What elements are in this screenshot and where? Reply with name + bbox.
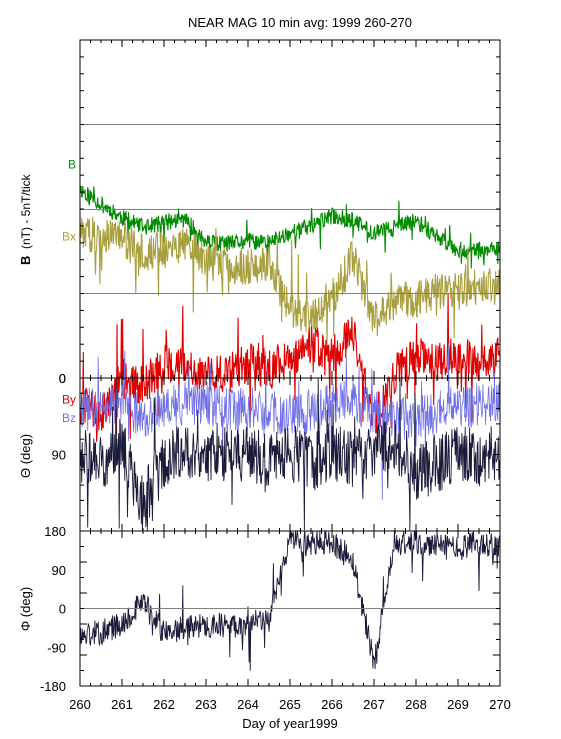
- series-by-label: By: [62, 392, 76, 406]
- phi-panel: 180 90 0 -90 -180 Φ (deg): [18, 524, 501, 694]
- series-b-label: B: [68, 158, 76, 172]
- x-tick-label-262: 262: [153, 697, 175, 712]
- top-ytick-0: 0: [59, 371, 66, 386]
- x-tick-label-267: 267: [363, 697, 385, 712]
- series-labels-group: B Bx By Bz: [62, 158, 76, 425]
- x-tick-label-261: 261: [111, 697, 133, 712]
- x-tick-labels: 260 261 262 263 264 265 266 267 268 269 270: [69, 697, 511, 712]
- theta-line: [79, 377, 501, 532]
- theta-ytick-90: 90: [52, 448, 66, 463]
- theta-ytick-0: 0: [59, 371, 66, 386]
- series-bz-line: [79, 343, 501, 501]
- phi-series-group: [79, 530, 501, 671]
- x-tick-label-265: 265: [279, 697, 301, 712]
- x-tick-label-260: 260: [69, 697, 91, 712]
- phi-ytick-0: 0: [59, 602, 66, 617]
- theta-panel: 0 90 Θ (deg): [18, 371, 501, 532]
- phi-tick-labels: 180 90 0 -90 -180: [40, 524, 66, 694]
- x-tick-label-270: 270: [489, 697, 511, 712]
- theta-tick-labels: 0 90: [52, 371, 66, 463]
- x-tick-label-268: 268: [405, 697, 427, 712]
- series-bx-label: Bx: [62, 230, 76, 244]
- top-panel: B Bx By Bz 0 B (nT) - 5nT/tick: [18, 39, 501, 501]
- top-panel-ylabel: B (nT) - 5nT/tick: [18, 173, 33, 265]
- phi-line: [79, 530, 501, 671]
- top-ylabel-bold: B: [18, 256, 33, 265]
- theta-ylabel: Θ (deg): [18, 434, 33, 478]
- chart-title: NEAR MAG 10 min avg: 1999 260-270: [188, 15, 412, 30]
- x-tick-label-266: 266: [321, 697, 343, 712]
- x-axis-label: Day of year1999: [242, 716, 337, 731]
- reference-lines-group: [80, 124, 500, 294]
- x-tick-label-264: 264: [237, 697, 259, 712]
- theta-series-group: [79, 377, 501, 532]
- phi-ylabel: Φ (deg): [18, 587, 33, 631]
- x-tick-label-269: 269: [447, 697, 469, 712]
- series-bz-label: Bz: [62, 411, 76, 425]
- phi-panel-ticks: [79, 530, 501, 687]
- top-ylabel-rest: (nT) - 5nT/tick: [19, 173, 33, 249]
- series-bx-line: [79, 217, 501, 348]
- phi-ytick-90: 90: [52, 563, 66, 578]
- phi-ytick--90: -90: [47, 640, 66, 655]
- top-panel-ticks: [79, 39, 501, 379]
- phi-ytick-180: 180: [44, 524, 66, 539]
- series-b-line: [79, 185, 501, 269]
- x-tick-label-263: 263: [195, 697, 217, 712]
- phi-ytick--180: -180: [40, 679, 66, 694]
